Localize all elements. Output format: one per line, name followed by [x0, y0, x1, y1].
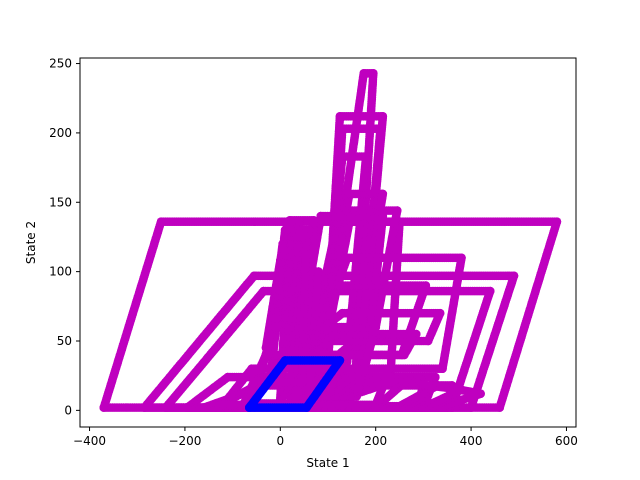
data-point [99, 403, 109, 412]
points-layer [99, 69, 562, 412]
data-point [183, 403, 192, 412]
plot-area [99, 69, 562, 412]
data-point [140, 403, 149, 412]
data-point [161, 403, 171, 412]
data-point [199, 403, 209, 412]
